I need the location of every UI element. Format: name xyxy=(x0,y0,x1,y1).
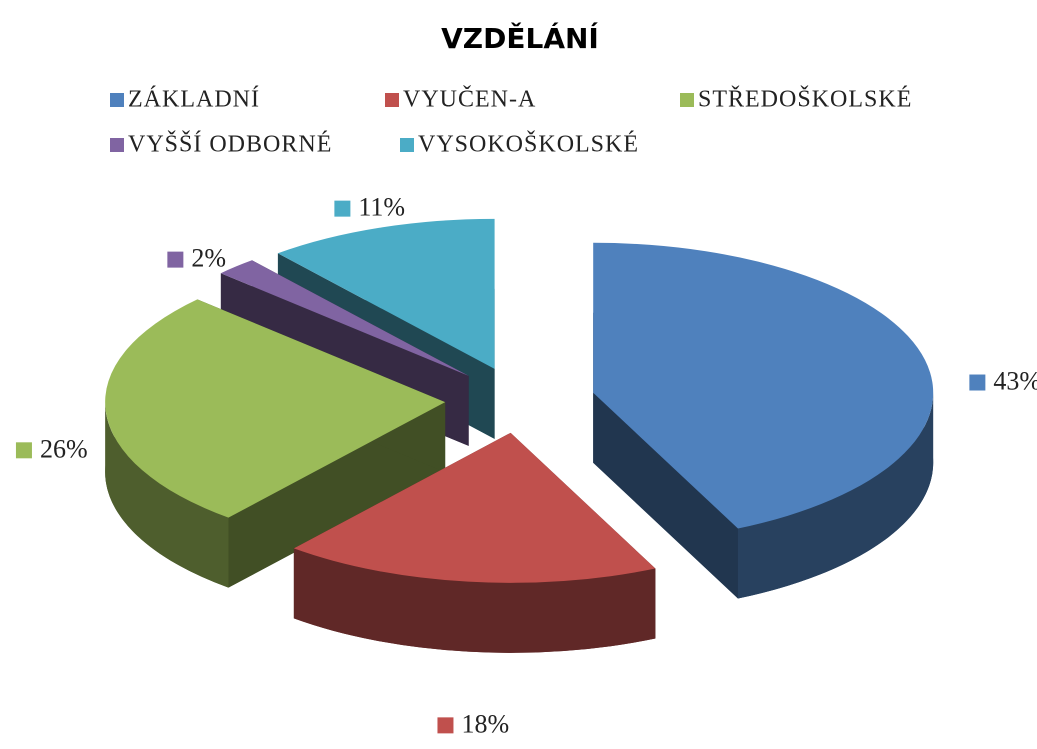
data-label: 43% xyxy=(993,366,1037,395)
label-swatch xyxy=(167,251,184,268)
slice xyxy=(593,242,934,529)
legend-label: VYŠŠÍ ODBORNÉ xyxy=(128,131,332,158)
legend-swatch xyxy=(110,93,124,107)
slice-wall xyxy=(737,392,934,599)
legend-swatch xyxy=(680,93,694,107)
legend-label: STŘEDOŠKOLSKÉ xyxy=(698,86,912,113)
label-swatch xyxy=(334,200,351,217)
legend-label: VYUČEN-A xyxy=(403,86,536,113)
legend-swatch xyxy=(385,93,399,107)
data-label: 11% xyxy=(358,193,405,222)
slice-side xyxy=(593,392,738,599)
data-label: 2% xyxy=(191,244,226,273)
data-label: 18% xyxy=(461,709,509,738)
label-swatch xyxy=(15,442,32,459)
legend-label: ZÁKLADNÍ xyxy=(128,87,260,113)
legend-swatch xyxy=(110,138,124,152)
slice xyxy=(293,432,656,583)
slice-wall xyxy=(105,402,229,588)
label-swatch xyxy=(969,374,986,391)
label-swatch xyxy=(437,717,454,734)
slice xyxy=(220,260,469,376)
chart-title: VZDĚLÁNÍ xyxy=(441,21,599,55)
slice-wall xyxy=(293,548,656,653)
slice xyxy=(277,218,495,369)
legend-label: VYSOKOŠKOLSKÉ xyxy=(418,131,639,158)
data-label: 26% xyxy=(40,434,88,463)
slice xyxy=(105,299,446,518)
legend-swatch xyxy=(400,138,414,152)
